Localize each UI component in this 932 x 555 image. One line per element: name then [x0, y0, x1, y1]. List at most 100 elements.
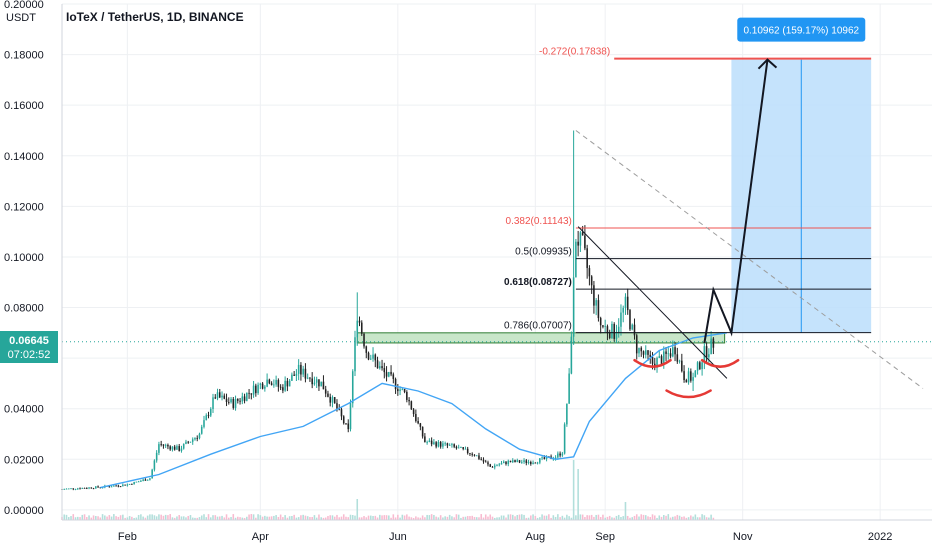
candle-body: [561, 453, 564, 456]
volume-bar: [588, 515, 591, 520]
candle-body: [363, 333, 365, 347]
candle-body: [167, 444, 169, 447]
candle-body: [511, 460, 514, 463]
candle-body: [356, 320, 359, 338]
candle-body: [457, 447, 460, 449]
candle-body: [200, 426, 203, 434]
measure-label: 0.10962 (159.17%) 10962: [737, 17, 866, 42]
candle-body: [647, 350, 649, 355]
volume-bar: [309, 517, 311, 520]
candle-body: [660, 356, 663, 365]
candle-body: [376, 360, 379, 369]
candle-body: [72, 488, 75, 490]
volume-bar: [162, 515, 165, 520]
candle-body: [149, 478, 151, 480]
candle-body: [365, 346, 368, 353]
candle-body: [539, 458, 541, 463]
candle-body: [67, 488, 70, 490]
volume-bar: [293, 514, 295, 520]
volume-bar: [593, 516, 595, 520]
volume-bar: [523, 514, 525, 520]
candle-body: [205, 415, 208, 421]
candle-body: [277, 380, 280, 387]
fib-level-label: 0.618(0.08727): [504, 277, 572, 288]
candle-body: [507, 460, 510, 465]
candle-body: [692, 377, 694, 381]
candle-body: [676, 354, 679, 362]
drawings-front[interactable]: -0.272(0.17838) 0.382(0.11143) 0.5(0.09935…: [504, 17, 924, 399]
volume-bar: [536, 517, 539, 520]
candle-body: [430, 440, 433, 445]
candle-body: [629, 310, 631, 330]
volume-spike: [356, 499, 359, 520]
candle-body: [656, 357, 658, 368]
symbol-title[interactable]: IoTeX / TetherUS, 1D, BINANCE: [66, 10, 244, 24]
volume-bar: [372, 515, 374, 520]
volume-bar: [203, 514, 205, 520]
candle-body: [611, 323, 613, 339]
volume-bar: [90, 517, 93, 520]
volume-bar: [658, 515, 661, 520]
candle-body: [493, 465, 496, 468]
volume-bar: [590, 514, 593, 520]
volume-bar: [261, 516, 264, 520]
y-tick-label: 0.12000: [4, 201, 44, 213]
volume-bar: [248, 514, 250, 520]
volume-bars: [61, 460, 715, 520]
volume-bar: [433, 514, 435, 520]
volume-bar: [140, 514, 142, 520]
moving-average: [100, 332, 728, 489]
candle-body: [70, 488, 72, 490]
volume-bar: [383, 515, 386, 520]
volume-bar: [545, 515, 548, 520]
volume-bar: [101, 514, 104, 520]
volume-bar: [155, 516, 158, 520]
volume-bar: [363, 516, 365, 520]
candle-body: [218, 392, 221, 398]
volume-bar: [442, 517, 444, 520]
candle-body: [473, 454, 476, 456]
volume-bar: [99, 517, 102, 520]
candle-body: [469, 453, 471, 454]
candle-body: [419, 423, 422, 427]
volume-bar: [176, 516, 178, 520]
candle-body: [266, 379, 268, 387]
volume-bar: [209, 517, 212, 520]
volume-bar: [701, 514, 703, 520]
candle-body: [137, 481, 140, 483]
candle-body: [153, 460, 156, 470]
volume-bar: [250, 514, 253, 520]
volume-bar: [685, 517, 688, 520]
volume-bar: [683, 516, 685, 520]
candle-body: [690, 371, 692, 381]
candle-body: [225, 398, 228, 403]
volume-bar: [234, 517, 237, 520]
candle-body: [209, 408, 212, 416]
x-tick-label: Apr: [252, 531, 269, 543]
volume-bar: [539, 517, 541, 520]
candle-body: [286, 380, 289, 387]
candle-body: [662, 351, 665, 365]
candle-body: [532, 462, 534, 464]
candle-body: [239, 400, 241, 402]
candle-body: [162, 444, 165, 446]
volume-bar: [259, 515, 262, 520]
volume-bar: [306, 516, 309, 520]
x-tick-label: Sep: [595, 531, 615, 543]
volume-bar: [665, 515, 667, 520]
candle-body: [687, 371, 690, 383]
candle-body: [178, 446, 180, 451]
candle-body: [453, 444, 455, 447]
candle-body: [482, 459, 485, 462]
volume-bar: [171, 517, 174, 520]
y-tick-label: 0.18000: [4, 50, 44, 62]
candle-body: [545, 456, 548, 459]
candle-body: [484, 461, 487, 463]
volume-bar: [257, 514, 259, 520]
volume-bar: [74, 517, 77, 520]
candle-body: [76, 488, 79, 490]
candle-body: [232, 398, 235, 408]
candle-body: [270, 383, 273, 385]
